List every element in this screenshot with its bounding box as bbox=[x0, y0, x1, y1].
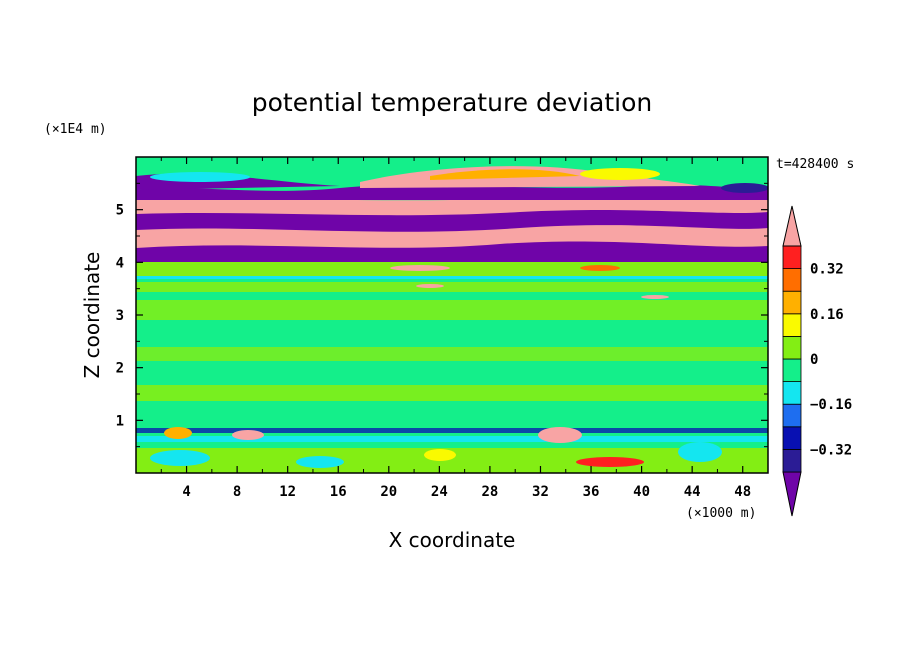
x-tick-label: 4 bbox=[182, 484, 190, 500]
field-cell bbox=[150, 450, 210, 466]
field-cell bbox=[538, 427, 582, 443]
field-cell bbox=[580, 265, 620, 271]
colorbar-extend-low bbox=[782, 471, 802, 517]
x-tick-label: 36 bbox=[583, 484, 600, 500]
colorbar-swatch bbox=[782, 448, 802, 473]
x-axis-unit: (×1000 m) bbox=[686, 506, 756, 521]
colorbar-tick-label: 0 bbox=[810, 352, 818, 368]
x-axis-ticks: 4 8 12 16 20 24 28 32 36 40 44 48 bbox=[160, 157, 751, 500]
x-tick-label: 8 bbox=[233, 484, 241, 500]
colorbar-tick-label: 0.32 bbox=[810, 262, 844, 278]
colorbar-tick-label: 0.16 bbox=[810, 307, 844, 323]
x-tick-label: 20 bbox=[380, 484, 397, 500]
y-tick-label: 4 bbox=[116, 255, 124, 271]
x-axis-label: X coordinate bbox=[389, 528, 516, 552]
field-cell bbox=[164, 427, 192, 439]
y-tick-label: 2 bbox=[116, 361, 124, 377]
field-cell bbox=[576, 457, 644, 467]
y-axis-ticks: 1 2 3 4 5 bbox=[116, 182, 768, 448]
colorbar-tick-label: −0.32 bbox=[810, 442, 852, 458]
field-cell bbox=[641, 295, 669, 299]
colorbar-swatch bbox=[782, 290, 802, 315]
colorbar-swatch bbox=[782, 268, 802, 292]
colorbar-swatch bbox=[782, 381, 802, 405]
field-cell bbox=[430, 169, 580, 180]
time-label: t=428400 s bbox=[776, 157, 854, 172]
field-cell bbox=[580, 168, 660, 180]
y-axis-label: Z coordinate bbox=[80, 252, 104, 379]
field-cell bbox=[150, 172, 250, 182]
field-cell bbox=[721, 183, 768, 193]
x-tick-label: 24 bbox=[431, 484, 448, 500]
field-band bbox=[136, 184, 768, 200]
y-tick-label: 5 bbox=[116, 203, 124, 219]
y-axis-unit: (×1E4 m) bbox=[44, 122, 107, 137]
colorbar-swatch bbox=[782, 403, 802, 428]
y-tick-label: 3 bbox=[116, 308, 124, 324]
field-cell bbox=[424, 449, 456, 461]
x-tick-label: 44 bbox=[684, 484, 701, 500]
field-cell bbox=[296, 456, 344, 468]
field-cell bbox=[390, 265, 450, 271]
x-tick-label: 32 bbox=[532, 484, 549, 500]
chart-title: potential temperature deviation bbox=[252, 88, 652, 117]
colorbar-swatch bbox=[782, 358, 802, 383]
field-band bbox=[136, 262, 768, 276]
field-band bbox=[136, 282, 768, 292]
colorbar-tick-label: −0.16 bbox=[810, 397, 852, 413]
field-band bbox=[136, 428, 768, 433]
y-tick-label: 1 bbox=[116, 413, 124, 429]
contour-field bbox=[136, 157, 768, 473]
field-band bbox=[136, 347, 768, 361]
x-tick-label: 48 bbox=[734, 484, 751, 500]
x-tick-label: 12 bbox=[279, 484, 296, 500]
field-band bbox=[136, 300, 768, 320]
field-cell bbox=[232, 430, 264, 440]
colorbar-swatch bbox=[782, 245, 802, 270]
field-band bbox=[136, 385, 768, 401]
colorbar-swatch bbox=[782, 313, 802, 337]
field-cell bbox=[678, 442, 722, 462]
x-tick-label: 16 bbox=[330, 484, 347, 500]
x-tick-label: 40 bbox=[633, 484, 650, 500]
colorbar-extend-high bbox=[782, 205, 802, 247]
colorbar: 0.32 0.16 0 −0.16 −0.32 bbox=[782, 205, 852, 517]
field-band bbox=[136, 196, 768, 216]
colorbar-swatch bbox=[782, 335, 802, 360]
colorbar-swatch bbox=[782, 426, 802, 450]
field-band bbox=[136, 436, 768, 442]
x-tick-label: 28 bbox=[481, 484, 498, 500]
field-band bbox=[136, 276, 768, 279]
field-cell bbox=[416, 284, 444, 288]
